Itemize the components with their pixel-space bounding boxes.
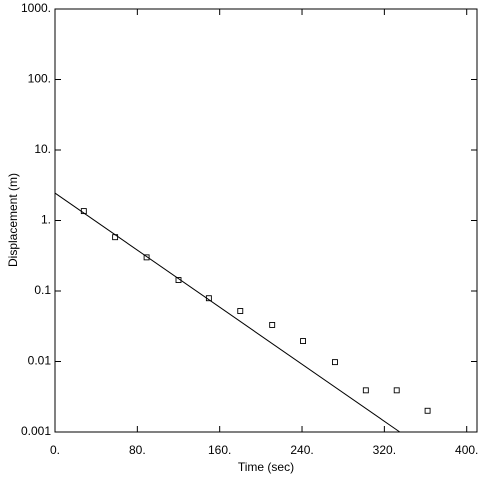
y-tick-label: 0.1 <box>34 283 51 297</box>
x-tick-label: 400. <box>455 443 478 457</box>
y-tick-label: 0.001 <box>21 424 51 438</box>
data-point <box>300 338 307 345</box>
data-point <box>332 359 338 366</box>
x-tick-label: 160. <box>208 443 231 457</box>
x-axis-label: Time (sec) <box>238 460 294 474</box>
data-point <box>237 308 244 314</box>
y-tick-label: 10. <box>34 142 51 156</box>
data-point <box>143 254 150 261</box>
x-tick-label: 80. <box>129 443 146 457</box>
x-tick-label: 320. <box>373 443 396 457</box>
data-point <box>424 407 431 414</box>
x-tick-label: 0. <box>50 443 60 457</box>
fit-line <box>54 192 401 433</box>
y-axis-label: Displacement (m) <box>6 173 20 267</box>
x-tick-label: 240. <box>290 443 313 457</box>
data-point <box>269 321 276 328</box>
data-point <box>393 387 400 394</box>
y-tick-label: 100. <box>28 72 51 86</box>
plot-frame <box>54 8 478 433</box>
data-point <box>362 387 369 394</box>
y-tick-label: 0.01 <box>28 354 52 368</box>
y-tick-label: 1. <box>41 213 51 227</box>
y-tick-label: 1000. <box>21 1 51 15</box>
